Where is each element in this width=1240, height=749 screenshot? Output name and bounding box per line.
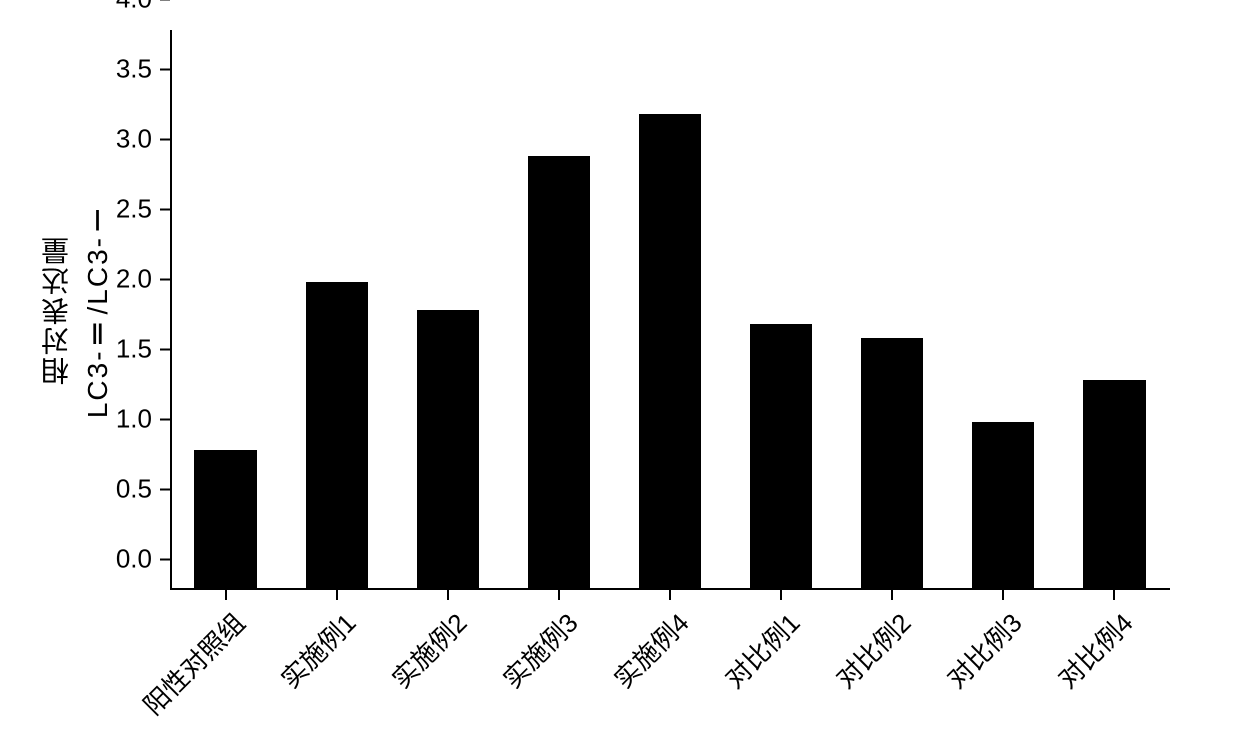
bar-slot xyxy=(972,422,1034,590)
x-tick-mark xyxy=(1113,590,1115,600)
x-tick-label: 对比例4 xyxy=(1049,604,1141,696)
y-tick: 2.0 xyxy=(116,264,170,295)
bar-slot xyxy=(1083,380,1145,590)
y-tick-label: 1.5 xyxy=(116,334,152,365)
x-tick-label: 对比例3 xyxy=(938,604,1030,696)
x-tick-label: 对比例2 xyxy=(827,604,919,696)
y-tick-label: 4.0 xyxy=(116,0,152,15)
x-tick-label: 对比例1 xyxy=(716,604,808,696)
y-tick-label: 0.5 xyxy=(116,474,152,505)
bar xyxy=(861,338,923,590)
y-tick-mark xyxy=(160,138,170,140)
y-tick: 1.5 xyxy=(116,334,170,365)
y-tick: 3.0 xyxy=(116,124,170,155)
y-tick: 0.0 xyxy=(116,544,170,575)
plot-area: 0.00.51.01.52.02.53.03.54.0阳性对照组实施例1实施例2… xyxy=(170,30,1170,590)
x-tick-mark xyxy=(669,590,671,600)
bar-slot xyxy=(194,450,256,590)
bar-slot xyxy=(750,324,812,590)
y-tick-mark xyxy=(160,558,170,560)
x-tick-label: 实施例1 xyxy=(271,604,363,696)
y-tick: 0.5 xyxy=(116,474,170,505)
y-axis-label-line2: LC3-Ⅱ/LC3-Ⅰ xyxy=(81,201,114,418)
y-tick-mark xyxy=(160,278,170,280)
y-axis-label-line1: 相对表达量 xyxy=(37,235,77,385)
y-tick-label: 2.5 xyxy=(116,194,152,225)
x-tick-label: 实施例2 xyxy=(382,604,474,696)
x-tick-label: 阳性对照组 xyxy=(134,604,252,722)
bars-container xyxy=(170,30,1170,590)
y-tick-mark xyxy=(160,418,170,420)
bar xyxy=(417,310,479,590)
x-tick-label: 实施例3 xyxy=(493,604,585,696)
y-tick: 4.0 xyxy=(116,0,170,15)
bar-slot xyxy=(306,282,368,590)
y-tick-label: 3.5 xyxy=(116,54,152,85)
x-tick-label: 实施例4 xyxy=(605,604,697,696)
y-tick-mark xyxy=(160,208,170,210)
bar xyxy=(194,450,256,590)
x-tick-mark xyxy=(225,590,227,600)
bar-chart: 相对表达量 LC3-Ⅱ/LC3-Ⅰ 0.00.51.01.52.02.53.03… xyxy=(0,0,1240,749)
x-tick-mark xyxy=(891,590,893,600)
y-tick-mark xyxy=(160,488,170,490)
bar-slot xyxy=(639,114,701,590)
bar xyxy=(972,422,1034,590)
y-tick-mark xyxy=(160,348,170,350)
x-tick-mark xyxy=(780,590,782,600)
bar xyxy=(639,114,701,590)
y-tick: 1.0 xyxy=(116,404,170,435)
bar xyxy=(750,324,812,590)
bar-slot xyxy=(417,310,479,590)
y-tick-label: 0.0 xyxy=(116,544,152,575)
x-tick-mark xyxy=(336,590,338,600)
y-tick-label: 1.0 xyxy=(116,404,152,435)
y-tick: 2.5 xyxy=(116,194,170,225)
y-tick: 3.5 xyxy=(116,54,170,85)
bar xyxy=(1083,380,1145,590)
bar-slot xyxy=(528,156,590,590)
bar-slot xyxy=(861,338,923,590)
y-tick-label: 2.0 xyxy=(116,264,152,295)
x-tick-mark xyxy=(1002,590,1004,600)
bar xyxy=(528,156,590,590)
y-axis-label: 相对表达量 LC3-Ⅱ/LC3-Ⅰ xyxy=(35,30,116,590)
y-tick-mark xyxy=(160,68,170,70)
x-tick-mark xyxy=(558,590,560,600)
x-tick-mark xyxy=(447,590,449,600)
y-tick-label: 3.0 xyxy=(116,124,152,155)
bar xyxy=(306,282,368,590)
